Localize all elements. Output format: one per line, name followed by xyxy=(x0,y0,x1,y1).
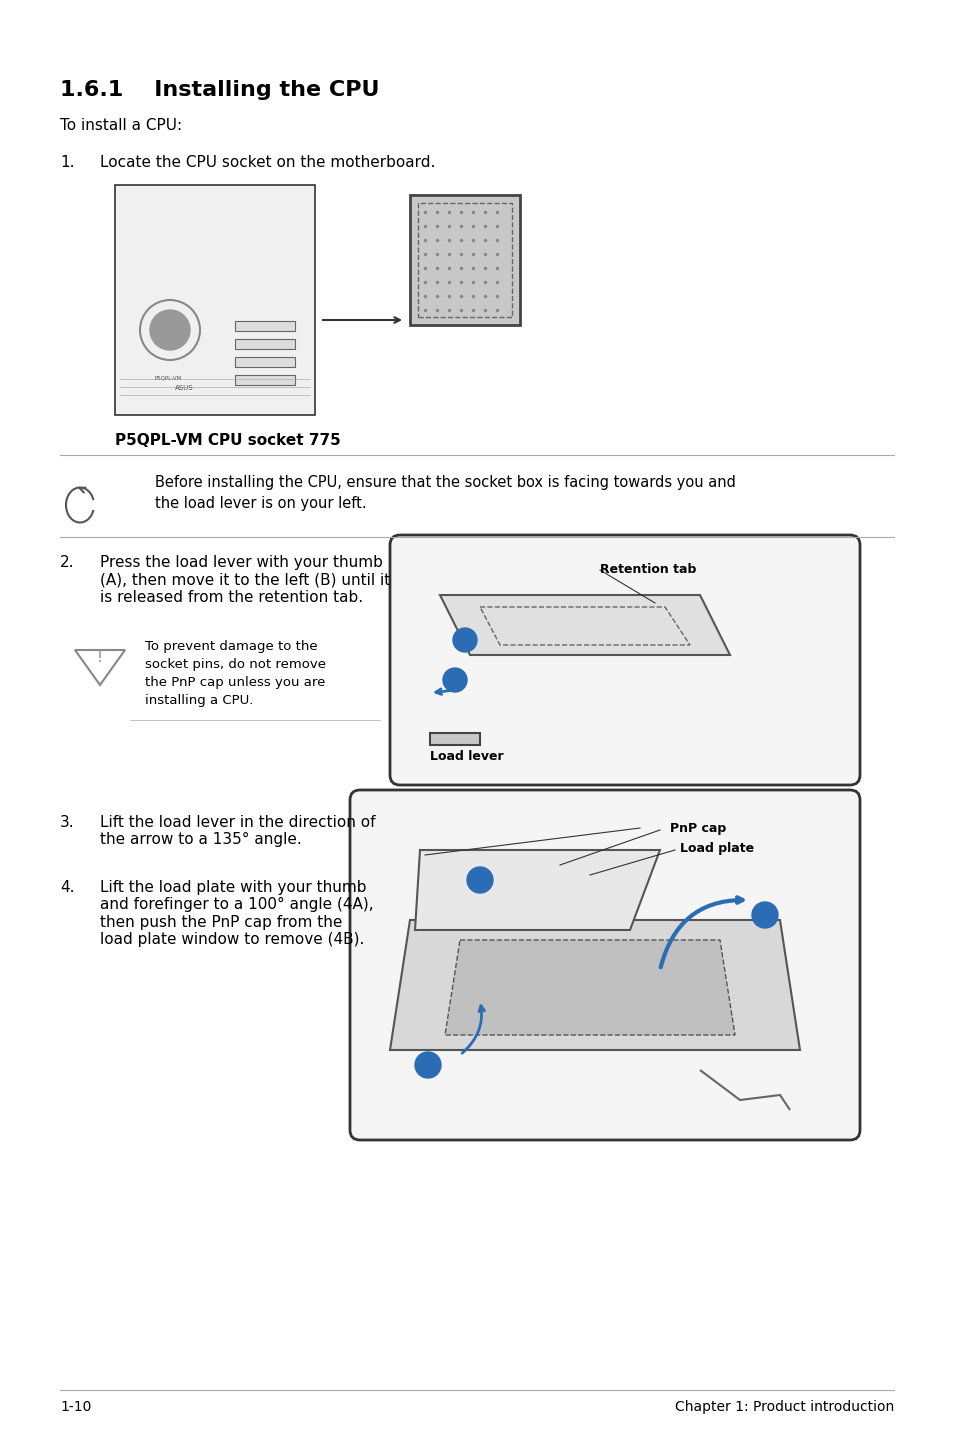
Circle shape xyxy=(751,902,778,928)
Text: P5QPL-VM CPU socket 775: P5QPL-VM CPU socket 775 xyxy=(115,433,340,449)
Text: !: ! xyxy=(97,650,103,664)
FancyBboxPatch shape xyxy=(430,733,479,745)
FancyBboxPatch shape xyxy=(234,357,294,367)
Polygon shape xyxy=(444,940,734,1035)
Text: 2.: 2. xyxy=(60,555,74,569)
Text: B: B xyxy=(450,667,459,680)
Text: Lift the load lever in the direction of
the arrow to a 135° angle.: Lift the load lever in the direction of … xyxy=(100,815,375,847)
FancyBboxPatch shape xyxy=(115,186,314,416)
Text: 3: 3 xyxy=(423,1053,432,1066)
Text: Load plate: Load plate xyxy=(679,843,753,856)
Text: ASUS: ASUS xyxy=(174,385,193,391)
Polygon shape xyxy=(439,595,729,654)
FancyBboxPatch shape xyxy=(390,535,859,785)
Text: Press the load lever with your thumb
(A), then move it to the left (B) until it
: Press the load lever with your thumb (A)… xyxy=(100,555,390,605)
Circle shape xyxy=(453,628,476,651)
Text: 1.: 1. xyxy=(60,155,74,170)
Polygon shape xyxy=(390,920,800,1050)
Text: To prevent damage to the
socket pins, do not remove
the PnP cap unless you are
i: To prevent damage to the socket pins, do… xyxy=(145,640,326,707)
Circle shape xyxy=(467,867,493,893)
Text: 4B: 4B xyxy=(471,867,488,880)
Text: P5QPL-VM: P5QPL-VM xyxy=(154,375,182,380)
Text: 1-10: 1-10 xyxy=(60,1401,91,1414)
FancyBboxPatch shape xyxy=(234,321,294,331)
Circle shape xyxy=(442,669,467,692)
Text: Lift the load plate with your thumb
and forefinger to a 100° angle (4A),
then pu: Lift the load plate with your thumb and … xyxy=(100,880,374,948)
Text: PnP cap: PnP cap xyxy=(669,823,725,835)
FancyBboxPatch shape xyxy=(234,339,294,349)
Text: Chapter 1: Product introduction: Chapter 1: Product introduction xyxy=(674,1401,893,1414)
Text: Locate the CPU socket on the motherboard.: Locate the CPU socket on the motherboard… xyxy=(100,155,435,170)
Polygon shape xyxy=(415,850,659,930)
Text: 4.: 4. xyxy=(60,880,74,894)
Text: 1.6.1    Installing the CPU: 1.6.1 Installing the CPU xyxy=(60,81,379,101)
FancyBboxPatch shape xyxy=(234,375,294,385)
Text: 3.: 3. xyxy=(60,815,74,830)
Text: To install a CPU:: To install a CPU: xyxy=(60,118,182,132)
Text: Retention tab: Retention tab xyxy=(599,564,696,577)
Text: 4A: 4A xyxy=(756,902,773,915)
Text: Load lever: Load lever xyxy=(430,751,503,764)
FancyBboxPatch shape xyxy=(350,789,859,1140)
Circle shape xyxy=(415,1053,440,1078)
Text: A: A xyxy=(459,627,469,640)
FancyBboxPatch shape xyxy=(410,196,519,325)
Text: Before installing the CPU, ensure that the socket box is facing towards you and
: Before installing the CPU, ensure that t… xyxy=(154,475,735,510)
Circle shape xyxy=(150,311,190,349)
